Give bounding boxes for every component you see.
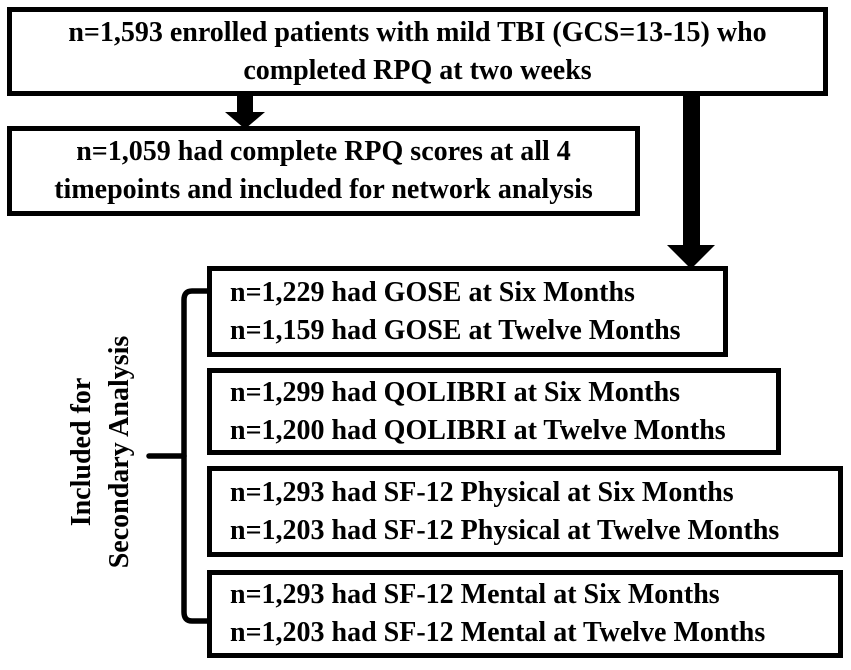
- side-label-line: Secondary Analysis: [104, 335, 135, 569]
- long-down-arrow-icon: [667, 245, 715, 269]
- box-text-line: n=1,203 had SF-12 Mental at Twelve Month…: [230, 617, 766, 648]
- box-text-line: n=1,203 had SF-12 Physical at Twelve Mon…: [230, 514, 780, 546]
- secondary-analysis-label: Included for Secondary Analysis: [63, 336, 139, 569]
- box-text-line: completed RPQ at two weeks: [243, 54, 592, 86]
- box-text-line: n=1,200 had QOLIBRI at Twelve Months: [230, 414, 726, 446]
- long-down-arrow-stem: [683, 95, 700, 247]
- box-text-line: n=1,229 had GOSE at Six Months: [230, 276, 635, 308]
- box-text-line: n=1,293 had SF-12 Mental at Six Months: [230, 579, 720, 610]
- down-arrow-stem: [237, 96, 253, 113]
- flow-box-network-analysis: n=1,059 had complete RPQ scores at all 4…: [7, 126, 640, 216]
- flow-box-enrolled: n=1,593 enrolled patients with mild TBI …: [7, 7, 828, 96]
- down-arrow-icon: [225, 112, 265, 129]
- box-text-line: n=1,299 had QOLIBRI at Six Months: [230, 376, 681, 408]
- flow-box-qolibri: n=1,299 had QOLIBRI at Six Months n=1,20…: [207, 368, 781, 455]
- box-text-line: n=1,159 had GOSE at Twelve Months: [230, 314, 681, 346]
- flow-box-sf12-physical: n=1,293 had SF-12 Physical at Six Months…: [207, 466, 843, 557]
- box-text-line: timepoints and included for network anal…: [54, 174, 593, 205]
- flow-box-sf12-mental: n=1,293 had SF-12 Mental at Six Months n…: [207, 570, 843, 658]
- box-text-line: n=1,059 had complete RPQ scores at all 4: [76, 136, 571, 167]
- side-label-line: Included for: [66, 377, 97, 527]
- box-text-line: n=1,593 enrolled patients with mild TBI …: [68, 16, 767, 48]
- box-text-line: n=1,293 had SF-12 Physical at Six Months: [230, 476, 734, 508]
- flow-box-gose: n=1,229 had GOSE at Six Months n=1,159 h…: [207, 266, 728, 357]
